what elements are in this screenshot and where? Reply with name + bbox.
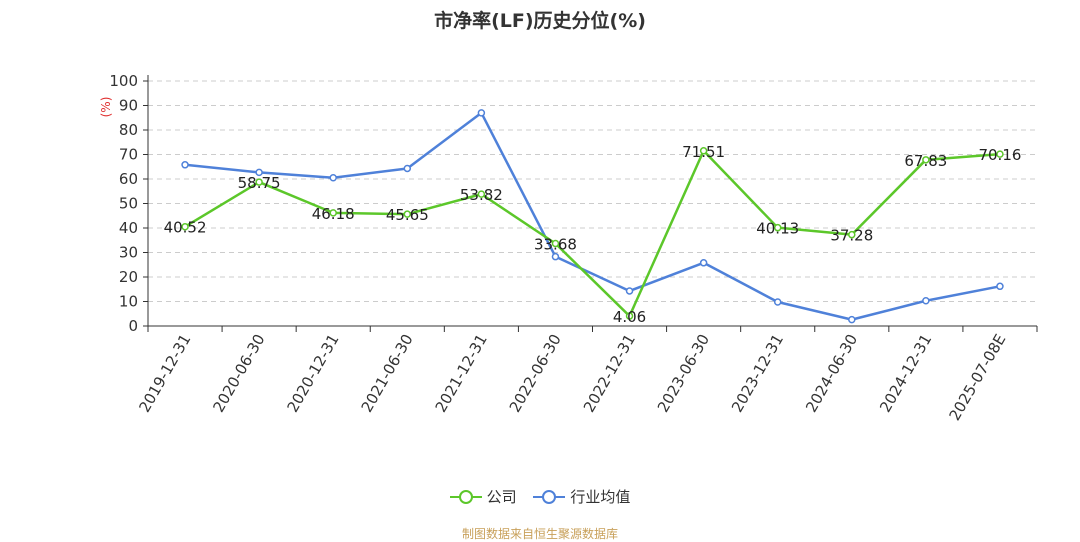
x-tick-label: 2022-06-30 [506, 331, 565, 416]
x-tick-label: 2022-12-31 [580, 331, 639, 416]
data-label: 58.75 [238, 174, 281, 192]
data-point[interactable] [848, 230, 856, 239]
data-point[interactable] [329, 174, 337, 182]
data-point[interactable] [773, 298, 782, 306]
data-labels: 40.52 58.75 46.18 45.65 53.82 33.68 4.06 71.51 4… [164, 143, 1022, 326]
data-label: 71.51 [682, 143, 725, 161]
data-label: 40.13 [756, 220, 799, 238]
series-line-1 [184, 111, 1001, 321]
data-label: 33.68 [534, 235, 577, 253]
legend-label-industry: 行业均值 [570, 488, 631, 506]
data-point[interactable] [922, 156, 930, 164]
chart-title: 市净率(LF)历史分位(%) [434, 10, 646, 32]
data-point[interactable] [773, 223, 782, 232]
series-line-0 [184, 149, 1001, 318]
y-tick-label: 40 [119, 219, 138, 237]
x-tick-label: 2020-06-30 [209, 331, 268, 416]
data-point[interactable] [699, 259, 708, 267]
data-label: 70.16 [978, 146, 1021, 164]
data-point[interactable] [699, 147, 708, 155]
data-label: 45.65 [386, 206, 429, 224]
x-tick-label: 2021-12-31 [432, 331, 491, 416]
data-point[interactable] [625, 287, 634, 295]
source-note: 制图数据来自恒生聚源数据库 [461, 527, 618, 541]
data-point[interactable] [551, 252, 560, 261]
y-tick-label: 30 [119, 244, 138, 262]
x-tick-label: 2023-12-31 [728, 331, 787, 416]
y-tick-label: 100 [109, 72, 138, 90]
y-tick-label: 90 [119, 97, 138, 115]
x-tick-label: 2021-06-30 [358, 331, 417, 416]
y-tick-label: 20 [119, 268, 138, 286]
y-tick-label: 70 [119, 146, 138, 164]
y-tick-label: 10 [119, 293, 138, 311]
series [181, 109, 1004, 324]
data-point[interactable] [181, 222, 189, 231]
x-tick-label: 2024-12-31 [876, 331, 935, 416]
data-point[interactable] [329, 209, 337, 217]
data-point[interactable] [181, 161, 189, 169]
data-label: 4.06 [613, 308, 646, 326]
y-tick-label: 50 [119, 195, 138, 213]
data-label: 67.83 [904, 152, 947, 170]
legend-company-line-icon [449, 489, 482, 504]
data-point[interactable] [996, 150, 1004, 158]
x-tick-label: 2025-07-08E [946, 331, 1010, 424]
x-tick-label: 2020-12-31 [283, 331, 342, 416]
data-point[interactable] [551, 239, 560, 248]
data-point[interactable] [477, 109, 486, 117]
data-label: 37.28 [830, 227, 873, 245]
data-point[interactable] [403, 164, 412, 173]
legend-label-company: 公司 [486, 488, 517, 506]
grid-lines [148, 80, 1037, 302]
x-tick-label: 2023-06-30 [654, 331, 713, 416]
legend-item-industry[interactable]: 行业均值 [533, 486, 630, 507]
data-point[interactable] [477, 190, 486, 198]
data-point[interactable] [403, 210, 412, 218]
data-point[interactable] [255, 178, 263, 186]
data-point[interactable] [255, 168, 263, 177]
legend: 公司 行业均值 [0, 486, 1080, 509]
y-tick-label: 80 [119, 121, 138, 139]
y-axis-label: (%) [99, 97, 113, 118]
data-point[interactable] [848, 315, 856, 324]
data-point[interactable] [996, 282, 1004, 291]
data-label: 40.52 [164, 219, 207, 237]
legend-item-company[interactable]: 公司 [449, 486, 517, 507]
data-point[interactable] [625, 312, 634, 320]
x-tick-label: 2024-06-30 [802, 331, 861, 416]
legend-industry-line-icon [533, 489, 566, 504]
y-tick-label: 60 [119, 170, 138, 188]
y-tick-label: 0 [128, 317, 138, 335]
data-point[interactable] [922, 297, 930, 305]
x-tick-label: 2019-12-31 [135, 331, 194, 416]
data-label: 46.18 [312, 205, 355, 223]
data-label: 53.82 [460, 186, 503, 204]
